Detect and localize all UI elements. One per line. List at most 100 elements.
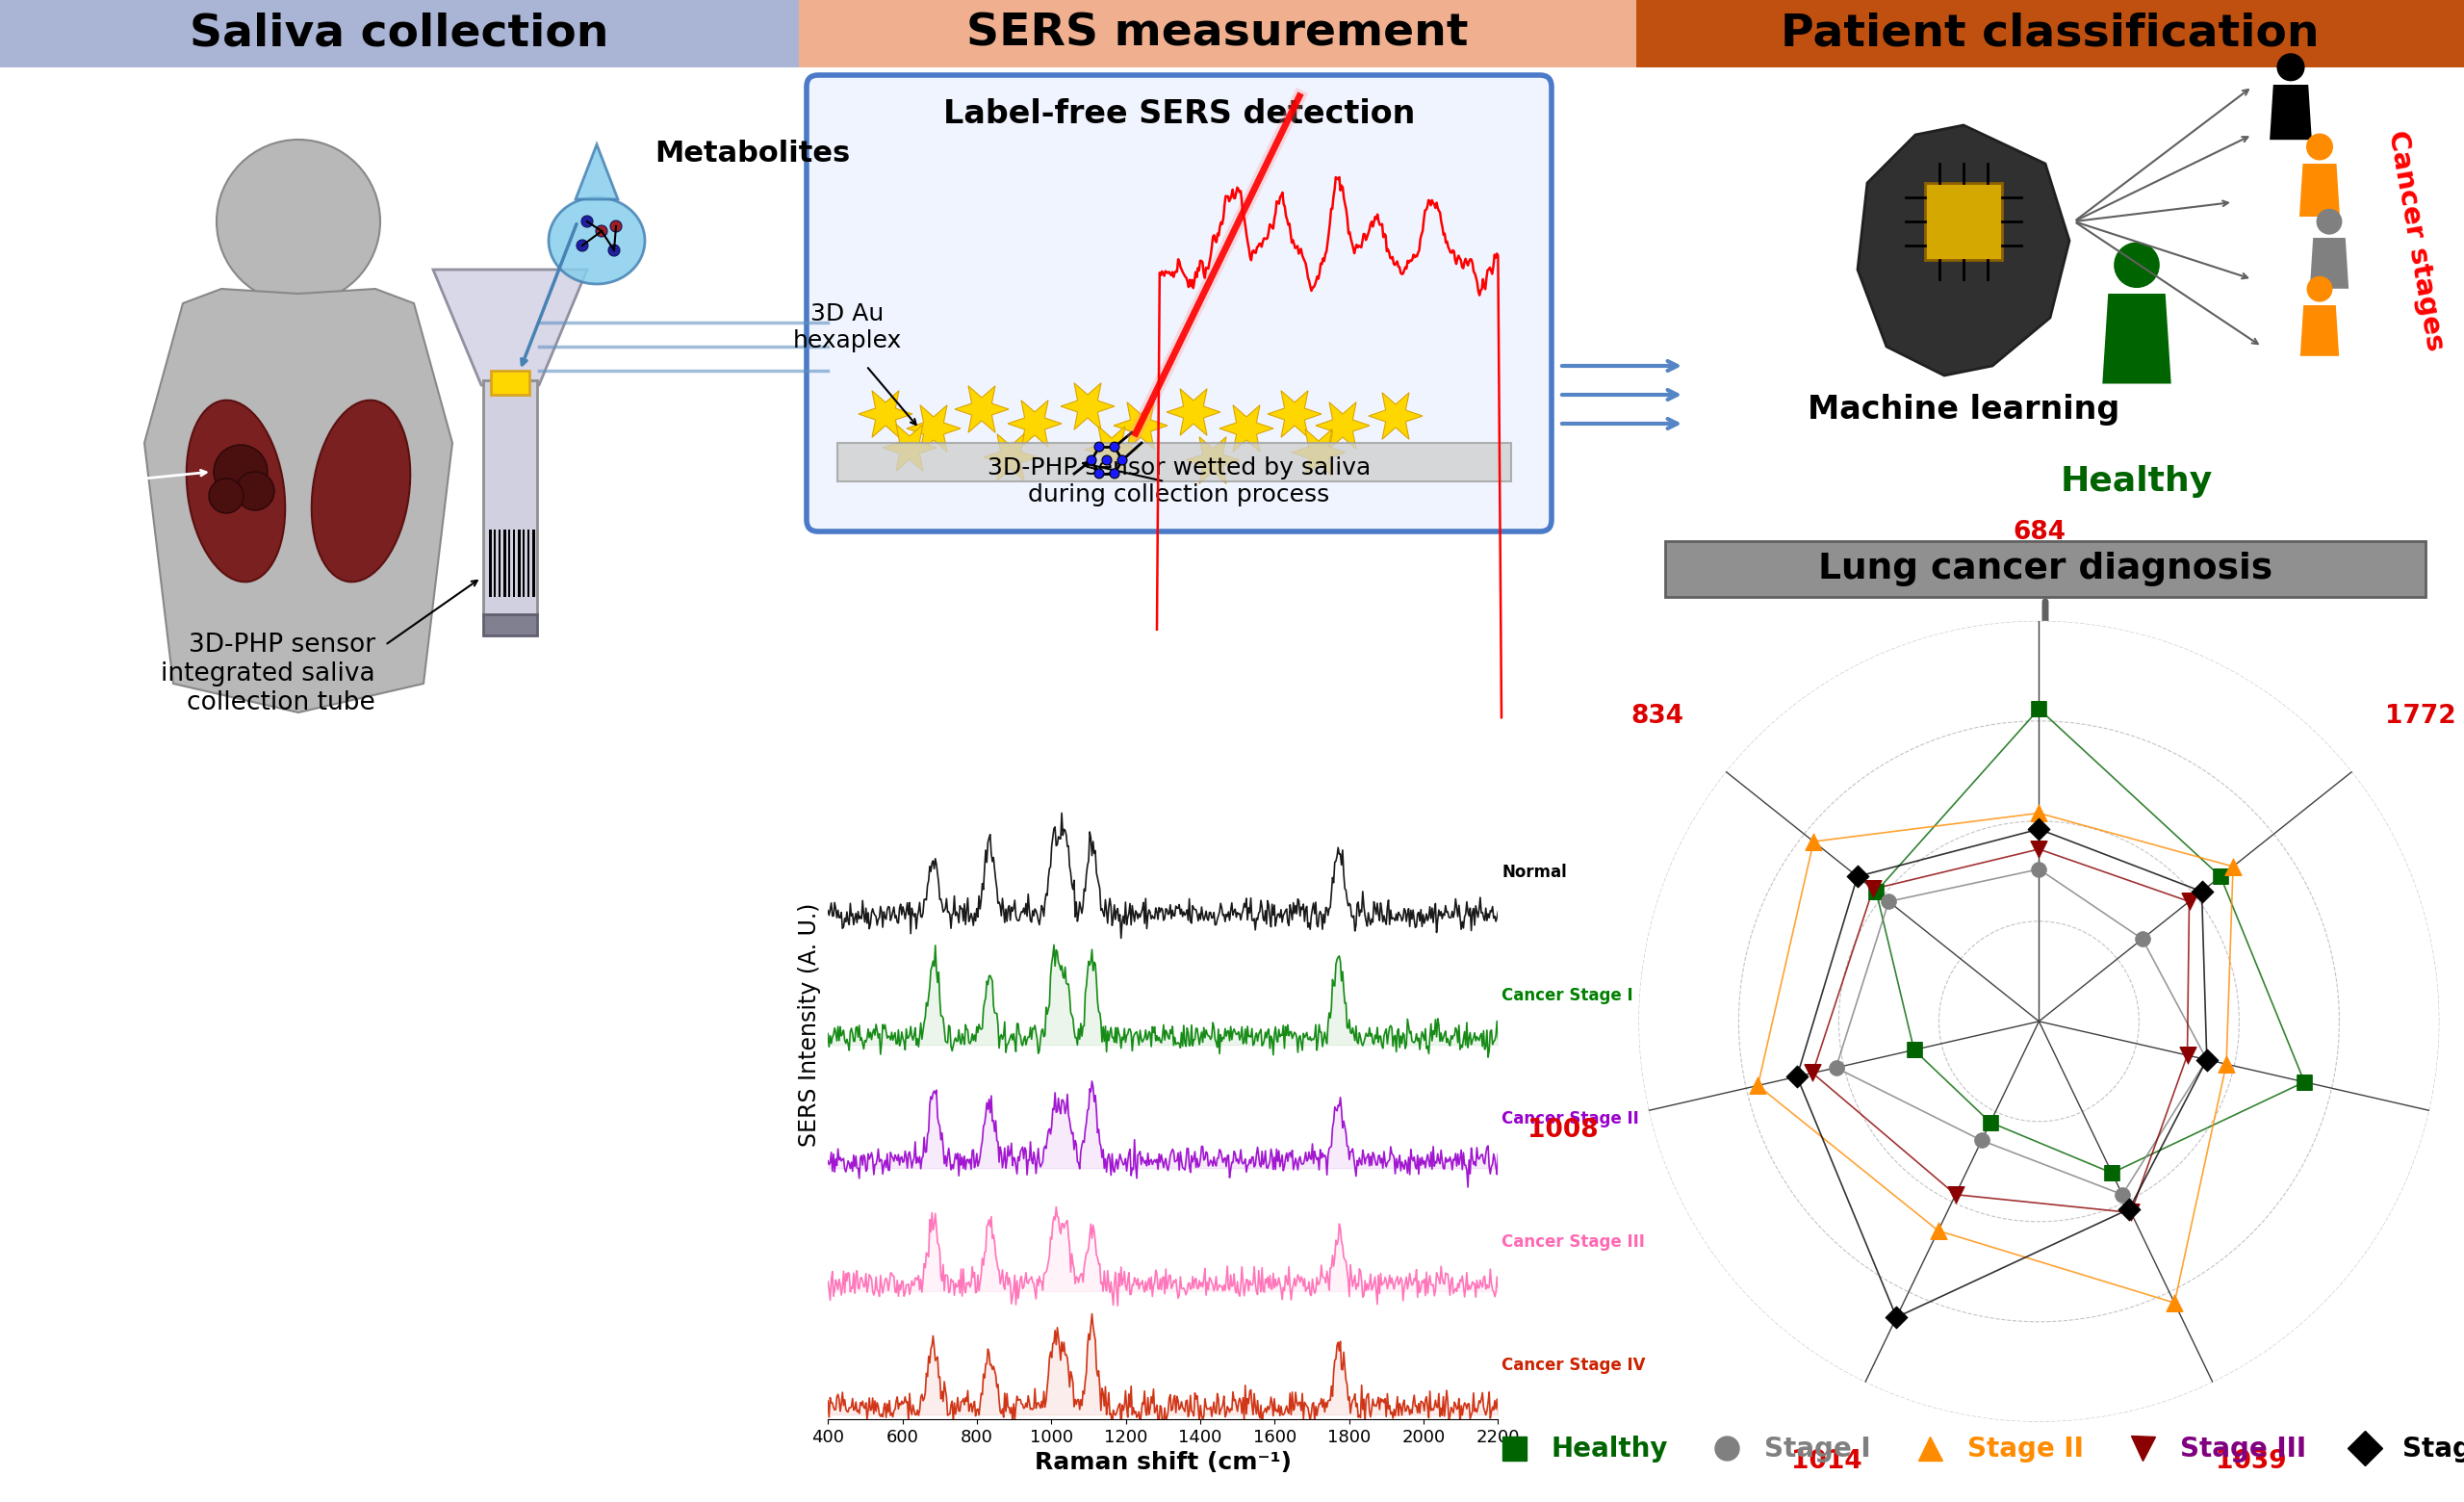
Circle shape — [214, 445, 269, 499]
Text: Normal: Normal — [1503, 864, 1567, 882]
Point — [2020, 858, 2060, 882]
Polygon shape — [1316, 403, 1370, 449]
Polygon shape — [2299, 164, 2341, 216]
Text: Saliva collection: Saliva collection — [190, 12, 609, 56]
Circle shape — [1094, 442, 1104, 452]
Circle shape — [2277, 53, 2304, 81]
Polygon shape — [2309, 237, 2348, 288]
Polygon shape — [2301, 305, 2338, 356]
Point — [2020, 817, 2060, 841]
FancyBboxPatch shape — [1924, 183, 2001, 260]
X-axis label: Raman shift (cm⁻¹): Raman shift (cm⁻¹) — [1035, 1451, 1291, 1475]
Y-axis label: SERS Intensity (A. U.): SERS Intensity (A. U.) — [798, 903, 821, 1148]
Text: Metabolites: Metabolites — [655, 140, 850, 168]
Point — [2092, 1161, 2131, 1185]
Text: 1014: 1014 — [1791, 1449, 1863, 1473]
Circle shape — [2306, 134, 2333, 161]
Text: Lung cancer diagnosis: Lung cancer diagnosis — [1818, 551, 2272, 586]
Text: Cancer Stage II: Cancer Stage II — [1503, 1110, 1639, 1128]
Point — [1937, 1182, 1976, 1206]
Point — [1961, 1128, 2001, 1152]
Point — [1737, 1074, 1777, 1098]
Text: Tumor: Tumor — [39, 467, 143, 496]
Polygon shape — [2102, 294, 2171, 383]
Text: SERS measurement: SERS measurement — [966, 12, 1469, 56]
Point — [1838, 865, 1878, 889]
Bar — [838, 443, 1510, 482]
Ellipse shape — [187, 400, 286, 581]
Circle shape — [2306, 276, 2333, 302]
Legend: Healthy, Stage I, Stage II, Stage III, Stage IV: Healthy, Stage I, Stage II, Stage III, S… — [1476, 1425, 2464, 1473]
Point — [1895, 1038, 1934, 1062]
Polygon shape — [1165, 389, 1220, 436]
Text: 684: 684 — [2013, 520, 2065, 545]
Text: Label-free SERS detection: Label-free SERS detection — [944, 98, 1414, 129]
Text: 3D-PHP sensor
integrated saliva
collection tube: 3D-PHP sensor integrated saliva collecti… — [160, 632, 375, 715]
Polygon shape — [549, 197, 646, 284]
Circle shape — [217, 140, 379, 303]
Polygon shape — [882, 425, 936, 472]
Text: Healthy: Healthy — [2060, 466, 2213, 497]
Point — [1794, 1060, 1833, 1084]
Text: 1039: 1039 — [2215, 1449, 2287, 1473]
Bar — [483, 380, 537, 616]
Polygon shape — [1185, 437, 1239, 484]
Circle shape — [1119, 455, 1126, 466]
Polygon shape — [1220, 406, 1274, 452]
Polygon shape — [1858, 125, 2070, 376]
Point — [1853, 877, 1892, 901]
Bar — [798, 0, 1636, 68]
Bar — [1636, 0, 2464, 68]
Polygon shape — [577, 144, 618, 200]
Text: 3D-PHP sensor wetted by saliva
during collection process: 3D-PHP sensor wetted by saliva during co… — [988, 457, 1370, 506]
Text: Cancer Stage I: Cancer Stage I — [1503, 987, 1634, 1005]
Point — [2102, 1182, 2141, 1206]
Point — [1919, 1218, 1959, 1242]
Text: Patient classification: Patient classification — [1781, 12, 2319, 56]
Polygon shape — [1008, 401, 1062, 448]
Point — [1777, 1065, 1816, 1089]
Point — [2188, 1048, 2227, 1072]
Point — [1878, 1305, 1917, 1329]
Polygon shape — [434, 269, 586, 385]
Circle shape — [1087, 455, 1096, 466]
Point — [1794, 829, 1833, 853]
FancyBboxPatch shape — [1666, 541, 2425, 596]
Circle shape — [237, 472, 274, 511]
Polygon shape — [2269, 84, 2311, 140]
Point — [2284, 1069, 2324, 1093]
Bar — [503, 530, 505, 596]
Bar — [532, 530, 535, 596]
Text: Cancer Stage IV: Cancer Stage IV — [1503, 1356, 1646, 1374]
Point — [1816, 1056, 1855, 1080]
Polygon shape — [857, 391, 912, 437]
Polygon shape — [907, 406, 961, 452]
Polygon shape — [983, 434, 1037, 481]
Circle shape — [2114, 242, 2158, 288]
Point — [1870, 889, 1910, 913]
Circle shape — [577, 240, 589, 251]
Text: 3D Au
hexaplex: 3D Au hexaplex — [793, 302, 902, 353]
Polygon shape — [1266, 391, 1321, 437]
Circle shape — [209, 479, 244, 514]
Bar — [483, 614, 537, 635]
Circle shape — [596, 225, 606, 237]
Point — [2020, 697, 2060, 721]
Circle shape — [609, 245, 621, 257]
Circle shape — [1101, 455, 1111, 466]
Point — [2020, 801, 2060, 825]
Circle shape — [582, 216, 594, 227]
Polygon shape — [1114, 403, 1168, 449]
Text: 1772: 1772 — [2385, 704, 2457, 728]
Text: 1008: 1008 — [1528, 1117, 1599, 1143]
Point — [1855, 880, 1895, 904]
Point — [2188, 1048, 2227, 1072]
Circle shape — [1109, 469, 1119, 478]
Circle shape — [1094, 469, 1104, 478]
Point — [2183, 880, 2223, 904]
Polygon shape — [145, 288, 453, 712]
Polygon shape — [956, 386, 1008, 433]
FancyBboxPatch shape — [806, 75, 1552, 532]
Point — [2154, 1290, 2193, 1314]
Ellipse shape — [310, 400, 411, 581]
